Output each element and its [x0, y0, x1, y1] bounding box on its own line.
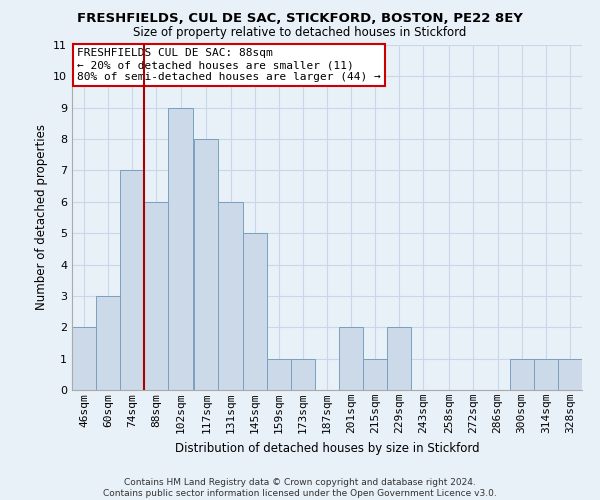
- Bar: [242, 233, 266, 390]
- Bar: [534, 358, 558, 390]
- Bar: [339, 328, 363, 390]
- Bar: [558, 358, 582, 390]
- Bar: [145, 202, 169, 390]
- Bar: [194, 139, 218, 390]
- Bar: [266, 358, 291, 390]
- Text: FRESHFIELDS, CUL DE SAC, STICKFORD, BOSTON, PE22 8EY: FRESHFIELDS, CUL DE SAC, STICKFORD, BOST…: [77, 12, 523, 26]
- Text: Size of property relative to detached houses in Stickford: Size of property relative to detached ho…: [133, 26, 467, 39]
- Bar: [218, 202, 242, 390]
- Text: Contains HM Land Registry data © Crown copyright and database right 2024.
Contai: Contains HM Land Registry data © Crown c…: [103, 478, 497, 498]
- Y-axis label: Number of detached properties: Number of detached properties: [35, 124, 47, 310]
- Bar: [96, 296, 120, 390]
- Bar: [291, 358, 315, 390]
- Text: FRESHFIELDS CUL DE SAC: 88sqm
← 20% of detached houses are smaller (11)
80% of s: FRESHFIELDS CUL DE SAC: 88sqm ← 20% of d…: [77, 48, 381, 82]
- Bar: [388, 328, 412, 390]
- Bar: [120, 170, 145, 390]
- Bar: [363, 358, 388, 390]
- Bar: [509, 358, 534, 390]
- X-axis label: Distribution of detached houses by size in Stickford: Distribution of detached houses by size …: [175, 442, 479, 454]
- Bar: [169, 108, 193, 390]
- Bar: [72, 328, 96, 390]
